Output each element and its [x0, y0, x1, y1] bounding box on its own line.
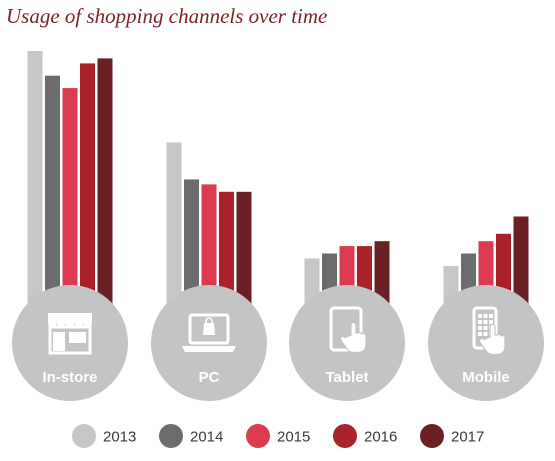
category-in-store: In-store — [12, 285, 128, 401]
category-pc: PC — [151, 285, 267, 401]
legend-label: 2015 — [277, 429, 310, 446]
bar-in-store-2017 — [97, 58, 113, 319]
legend-swatch — [72, 424, 96, 448]
legend: 2013 2014 2015 2016 2017 — [72, 424, 484, 448]
legend-label: 2013 — [103, 429, 136, 446]
bar-mobile-2017 — [513, 216, 529, 318]
category-circles: In-store PC Tablet Mobile — [12, 285, 544, 401]
legend-label: 2017 — [451, 429, 484, 446]
bar-pc-2014 — [184, 179, 199, 318]
bar-pc-2015 — [201, 184, 217, 318]
bar-pc-2016 — [219, 191, 234, 318]
legend-item-2015: 2015 — [246, 424, 310, 448]
bar-in-store-2016 — [80, 63, 95, 319]
category-mobile: Mobile — [428, 285, 544, 401]
bars-layer — [27, 51, 529, 319]
category-label-pc: PC — [199, 369, 220, 386]
legend-swatch — [159, 424, 183, 448]
bar-pc-2013 — [166, 142, 182, 318]
category-label-tablet: Tablet — [325, 369, 368, 386]
legend-swatch — [420, 424, 444, 448]
tablet-touch-icon — [329, 306, 367, 354]
legend-item-2017: 2017 — [420, 424, 484, 448]
category-label-mobile: Mobile — [462, 369, 510, 386]
legend-label: 2014 — [190, 429, 223, 446]
category-tablet: Tablet — [289, 285, 405, 401]
legend-item-2014: 2014 — [159, 424, 223, 448]
category-label-in-store: In-store — [42, 369, 97, 386]
bar-pc-2017 — [236, 191, 252, 318]
storefront-icon — [48, 313, 92, 355]
legend-item-2016: 2016 — [333, 424, 397, 448]
legend-item-2013: 2013 — [72, 424, 136, 448]
bar-in-store-2015 — [62, 88, 78, 318]
bar-in-store-2013 — [27, 51, 43, 318]
laptop-icon — [182, 313, 236, 352]
legend-swatch — [246, 424, 270, 448]
bar-in-store-2014 — [45, 75, 60, 318]
mobile-touch-icon — [472, 306, 506, 356]
chart-title: Usage of shopping channels over time — [6, 4, 328, 28]
legend-label: 2016 — [364, 429, 397, 446]
legend-swatch — [333, 424, 357, 448]
